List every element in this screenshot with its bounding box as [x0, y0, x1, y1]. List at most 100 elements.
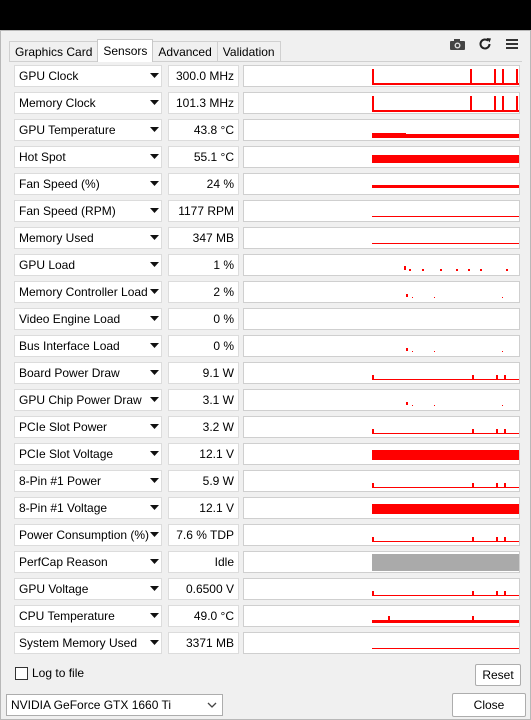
sensor-row: GPU Load 1 %	[14, 254, 520, 276]
sensor-value: 43.8 °C	[168, 119, 239, 141]
sensor-graph-plot	[372, 450, 519, 460]
sensor-row: Memory Used 347 MB	[14, 227, 520, 249]
dropdown-arrow-icon[interactable]	[147, 254, 161, 276]
sensor-graph	[243, 605, 520, 627]
sensor-row: PerfCap Reason Idle	[14, 551, 520, 573]
sensor-label[interactable]: 8-Pin #1 Power	[14, 470, 162, 492]
tab-panel-border	[9, 61, 522, 62]
dropdown-arrow-icon[interactable]	[147, 524, 161, 546]
sensor-graph-plot	[372, 537, 519, 542]
sensor-label[interactable]: Memory Controller Load	[14, 281, 162, 303]
dropdown-arrow-icon[interactable]	[147, 443, 161, 465]
sensor-row: GPU Voltage 0.6500 V	[14, 578, 520, 600]
sensor-graph	[243, 173, 520, 195]
sensor-label[interactable]: Hot Spot	[14, 146, 162, 168]
sensor-row: 8-Pin #1 Voltage 12.1 V	[14, 497, 520, 519]
sensor-name: 8-Pin #1 Voltage	[19, 501, 108, 515]
sensor-name: Power Consumption (%)	[19, 528, 150, 542]
sensor-label[interactable]: PCIe Slot Power	[14, 416, 162, 438]
dropdown-arrow-icon[interactable]	[147, 470, 161, 492]
log-to-file-option[interactable]: Log to file	[15, 666, 84, 680]
sensor-row: Fan Speed (RPM) 1177 RPM	[14, 200, 520, 222]
dropdown-arrow-icon[interactable]	[147, 200, 161, 222]
dropdown-arrow-icon[interactable]	[147, 497, 161, 519]
dropdown-arrow-icon[interactable]	[147, 227, 161, 249]
dropdown-arrow-icon[interactable]	[147, 146, 161, 168]
dropdown-arrow-icon[interactable]	[147, 551, 161, 573]
sensor-graph	[243, 470, 520, 492]
dropdown-arrow-icon[interactable]	[147, 362, 161, 384]
sensor-row: Memory Controller Load 2 %	[14, 281, 520, 303]
sensor-label[interactable]: CPU Temperature	[14, 605, 162, 627]
camera-icon[interactable]	[449, 37, 466, 51]
sensor-row: Bus Interface Load 0 %	[14, 335, 520, 357]
sensor-label[interactable]: Video Engine Load	[14, 308, 162, 330]
sensor-label[interactable]: GPU Chip Power Draw	[14, 389, 162, 411]
sensor-graph-plot	[372, 243, 519, 244]
sensor-row: Memory Clock 101.3 MHz	[14, 92, 520, 114]
tab-validation[interactable]: Validation	[216, 41, 281, 61]
sensor-label[interactable]: Memory Used	[14, 227, 162, 249]
tab-graphics-card[interactable]: Graphics Card	[9, 41, 99, 61]
sensor-graph-plot	[406, 294, 503, 298]
dropdown-arrow-icon[interactable]	[147, 335, 161, 357]
dropdown-arrow-icon[interactable]	[147, 92, 161, 114]
dropdown-arrow-icon[interactable]	[147, 605, 161, 627]
sensor-label[interactable]: Power Consumption (%)	[14, 524, 162, 546]
sensor-value: 0.6500 V	[168, 578, 239, 600]
sensor-graph	[243, 254, 520, 276]
sensor-graph	[243, 92, 520, 114]
dropdown-arrow-icon[interactable]	[147, 281, 161, 303]
dropdown-arrow-icon[interactable]	[147, 632, 161, 654]
sensor-label[interactable]: GPU Voltage	[14, 578, 162, 600]
refresh-icon[interactable]	[476, 37, 493, 51]
sensor-label[interactable]: PCIe Slot Voltage	[14, 443, 162, 465]
chevron-down-icon	[206, 699, 218, 714]
gpu-select[interactable]: NVIDIA GeForce GTX 1660 Ti	[6, 694, 223, 716]
sensor-name: Board Power Draw	[19, 366, 120, 380]
dropdown-arrow-icon[interactable]	[147, 389, 161, 411]
gpu-select-value: NVIDIA GeForce GTX 1660 Ti	[11, 698, 172, 712]
sensor-label[interactable]: Fan Speed (%)	[14, 173, 162, 195]
sensor-graph-plot	[372, 155, 519, 163]
dropdown-arrow-icon[interactable]	[147, 578, 161, 600]
sensor-label[interactable]: 8-Pin #1 Voltage	[14, 497, 162, 519]
close-button[interactable]: Close	[452, 693, 526, 717]
dropdown-arrow-icon[interactable]	[147, 308, 161, 330]
sensor-value: 55.1 °C	[168, 146, 239, 168]
gpu-z-window: Graphics Card Sensors Advanced Validatio…	[0, 30, 531, 720]
tab-advanced[interactable]: Advanced	[152, 41, 218, 61]
sensor-label[interactable]: GPU Load	[14, 254, 162, 276]
sensor-label[interactable]: System Memory Used	[14, 632, 162, 654]
sensor-label[interactable]: Board Power Draw	[14, 362, 162, 384]
dropdown-arrow-icon[interactable]	[147, 416, 161, 438]
tab-bar: Graphics Card Sensors Advanced Validatio…	[9, 37, 281, 62]
dropdown-arrow-icon[interactable]	[147, 119, 161, 141]
menu-icon[interactable]	[503, 37, 520, 51]
sensor-label[interactable]: GPU Temperature	[14, 119, 162, 141]
sensor-name: Memory Clock	[19, 96, 96, 110]
sensor-label[interactable]: PerfCap Reason	[14, 551, 162, 573]
dropdown-arrow-icon[interactable]	[147, 65, 161, 87]
sensor-row: Fan Speed (%) 24 %	[14, 173, 520, 195]
sensor-label[interactable]: Fan Speed (RPM)	[14, 200, 162, 222]
sensor-value: Idle	[168, 551, 239, 573]
sensor-value: 24 %	[168, 173, 239, 195]
tab-sensors[interactable]: Sensors	[97, 39, 154, 62]
sensor-value: 101.3 MHz	[168, 92, 239, 114]
log-to-file-checkbox[interactable]	[15, 666, 28, 680]
sensor-name: Fan Speed (RPM)	[19, 204, 116, 218]
sensor-row: CPU Temperature 49.0 °C	[14, 605, 520, 627]
sensor-row: GPU Clock 300.0 MHz	[14, 65, 520, 87]
sensor-label[interactable]: Memory Clock	[14, 92, 162, 114]
sensor-label[interactable]: GPU Clock	[14, 65, 162, 87]
sensor-row: 8-Pin #1 Power 5.9 W	[14, 470, 520, 492]
sensor-value: 12.1 V	[168, 497, 239, 519]
dropdown-arrow-icon[interactable]	[147, 173, 161, 195]
sensor-label[interactable]: Bus Interface Load	[14, 335, 162, 357]
sensor-value: 7.6 % TDP	[168, 524, 239, 546]
reset-button[interactable]: Reset	[475, 664, 521, 686]
sensor-graph-plot	[372, 648, 519, 649]
sensor-value: 2 %	[168, 281, 239, 303]
sensor-name: CPU Temperature	[19, 609, 115, 623]
